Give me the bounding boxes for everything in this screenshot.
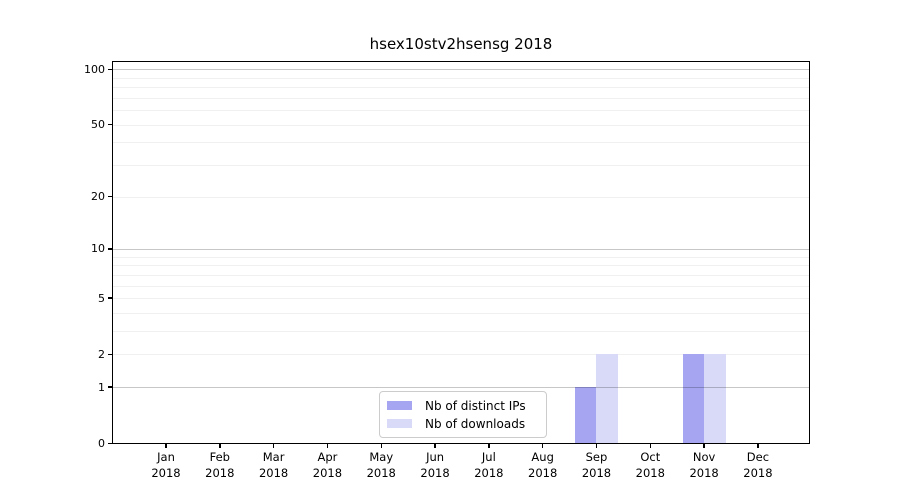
gridline-minor [112, 196, 810, 198]
x-tick-label: May 2018 [366, 450, 396, 480]
y-tick-label: 2 [98, 347, 105, 361]
legend-swatch-distinct-ips [387, 401, 412, 410]
bar-downloads [704, 354, 726, 444]
x-tick-label: Dec 2018 [743, 450, 773, 480]
x-tick [380, 444, 382, 448]
bar-downloads [596, 354, 618, 444]
gridline-minor [112, 256, 810, 258]
gridline-minor [112, 87, 810, 89]
x-tick-label: Sep 2018 [581, 450, 612, 480]
x-tick-label: Mar 2018 [258, 450, 289, 480]
y-tick [108, 68, 112, 70]
y-tick [108, 297, 112, 299]
gridline-minor [112, 274, 810, 276]
gridline-minor [112, 298, 810, 300]
x-tick [488, 444, 490, 448]
x-tick [165, 444, 167, 448]
x-tick [703, 444, 705, 448]
gridline-major [112, 248, 810, 250]
y-tick [108, 386, 112, 388]
gridline-minor [112, 285, 810, 287]
y-tick [108, 195, 112, 198]
y-tick [108, 442, 112, 444]
x-tick-label: Jul 2018 [474, 450, 504, 480]
y-tick [108, 123, 112, 126]
x-tick [219, 444, 221, 448]
legend-swatch-downloads [387, 419, 412, 428]
x-tick [541, 444, 544, 448]
y-tick-label: 1 [98, 380, 105, 394]
gridline-minor [112, 354, 810, 356]
x-tick-label: Feb 2018 [205, 450, 235, 480]
bar-distinct-ips [682, 354, 705, 444]
gridline-major [112, 387, 810, 389]
legend-item-downloads: Nb of downloads [387, 417, 546, 431]
legend: Nb of distinct IPs Nb of downloads [379, 391, 547, 438]
gridline-minor [112, 77, 810, 79]
y-tick-label: 10 [91, 242, 105, 256]
x-tick-label: Aug 2018 [528, 450, 558, 480]
legend-label-downloads: Nb of downloads [425, 416, 526, 431]
x-tick-label: Nov 2018 [689, 450, 719, 480]
x-tick-label: Apr 2018 [312, 450, 343, 480]
y-tick-label: 5 [98, 291, 105, 305]
x-tick-label: Oct 2018 [635, 450, 665, 480]
gridline-minor [112, 330, 810, 332]
gridline-minor [112, 110, 810, 112]
gridline-minor [112, 97, 810, 99]
gridline-minor [112, 164, 810, 166]
chart-title: hsex10stv2hsensg 2018 [369, 35, 553, 53]
gridline-major [112, 69, 810, 71]
y-tick [108, 248, 112, 250]
x-tick [434, 444, 436, 448]
legend-label-distinct-ips: Nb of distinct IPs [425, 398, 526, 413]
x-tick-label: Jan 2018 [151, 450, 181, 480]
y-tick-label: 20 [91, 190, 105, 204]
y-tick-label: 0 [98, 436, 105, 450]
x-tick [272, 444, 275, 448]
legend-item-distinct-ips: Nb of distinct IPs [387, 399, 546, 413]
gridline-minor [112, 265, 810, 267]
gridline-minor [112, 124, 810, 126]
x-tick [326, 444, 329, 448]
y-tick-label: 50 [91, 118, 105, 132]
bar-distinct-ips [574, 387, 597, 444]
gridline-minor [112, 312, 810, 314]
y-tick [108, 353, 112, 355]
gridline-minor [112, 142, 810, 144]
x-tick [649, 444, 651, 448]
x-tick [595, 444, 598, 448]
x-tick [757, 444, 759, 448]
x-tick-label: Jun 2018 [420, 450, 450, 480]
y-tick-label: 100 [84, 62, 105, 76]
